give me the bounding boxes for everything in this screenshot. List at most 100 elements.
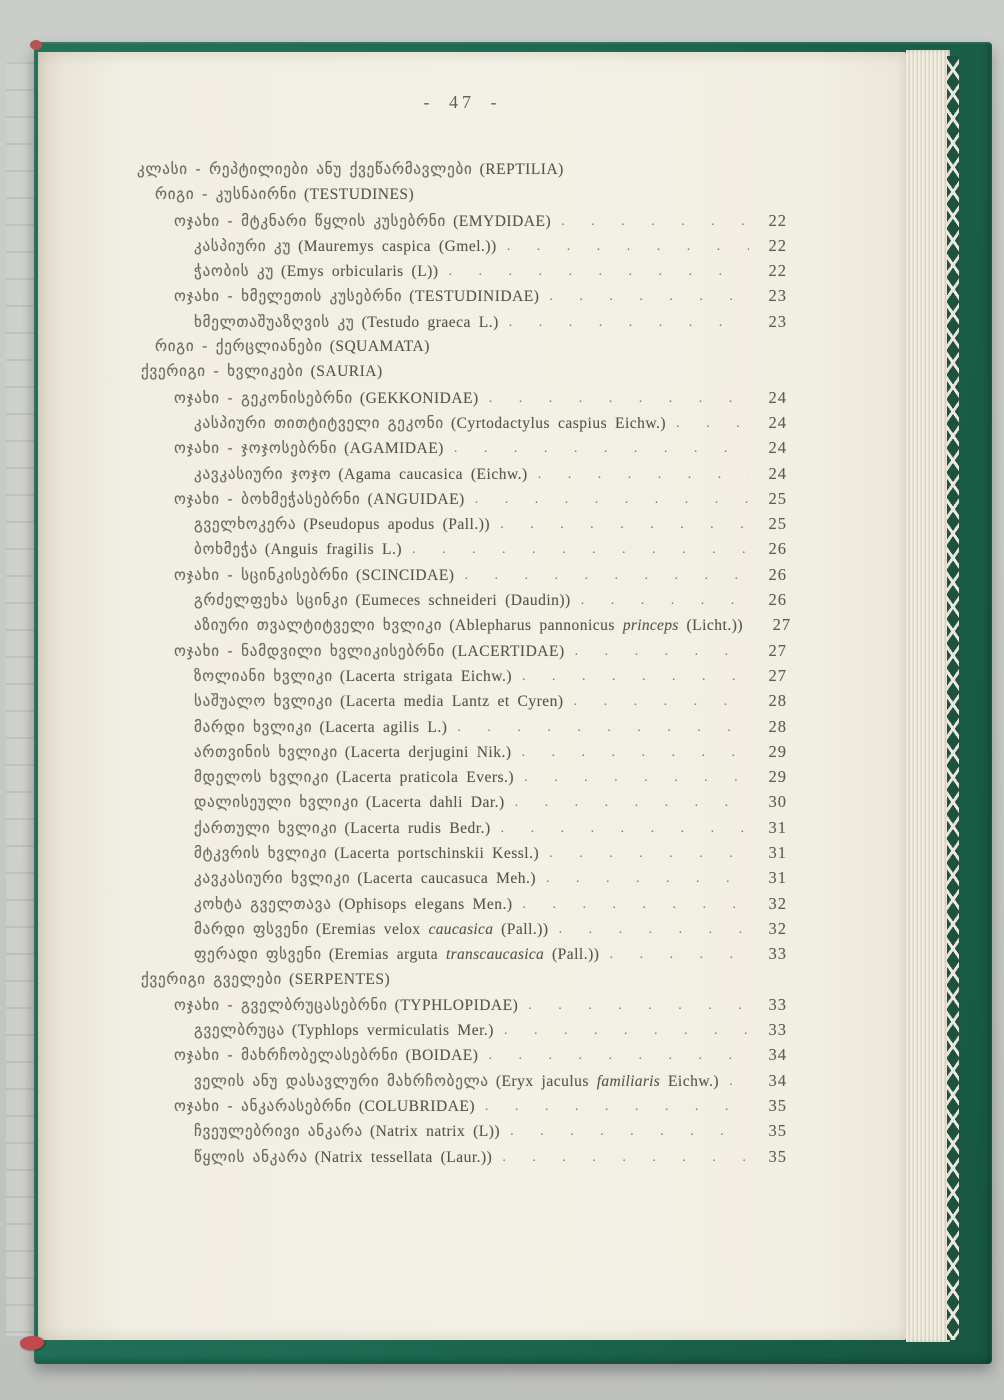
toc-entry-latin: (SQUAMATA) [329, 338, 430, 356]
toc-entry-georgian: კავკასიური ხვლიკი [194, 869, 351, 888]
toc-entry-page: 22 [768, 235, 787, 255]
toc-entry: ოჯახი - სცინკისებრნი (SCINCIDAE) . . . .… [137, 565, 787, 590]
toc-entry-page: 22 [768, 261, 787, 281]
page-stack-right-edge [906, 50, 950, 1342]
toc-entry-page: 27 [768, 665, 787, 685]
toc-entry-page: 26 [768, 590, 787, 610]
toc-entry-georgian: ოჯახი - ჯოჯოსებრნი [174, 439, 338, 458]
toc-entry-page: 24 [768, 463, 787, 483]
toc-entry-latin: (Lacerta strigata Eichw.) [339, 667, 513, 685]
toc-entry-georgian: კოხტა გველთავა [194, 894, 332, 913]
toc-entry: კავკასიური ხვლიკი (Lacerta caucasuca Meh… [137, 868, 787, 893]
toc-entry-dots: . . . . . . . . . . . . . . . . . . . . … [546, 871, 749, 887]
toc-entry: ქართული ხვლიკი (Lacerta rudis Bedr.) . .… [137, 818, 787, 843]
toc-entry: ველის ანუ დასავლური მახრჩობელა (Eryx jac… [137, 1071, 787, 1096]
toc-entry-dots: . . . . . . . . . . . . . . . . . . . . … [457, 719, 749, 735]
toc-entry-latin: (TYPHLOPIDAE) [394, 996, 519, 1014]
toc-entry-page: 23 [768, 286, 787, 306]
toc-entry-georgian: ქართული ხვლიკი [194, 818, 338, 837]
toc-entry-latin: (Lacerta agilis L.) [319, 718, 448, 736]
toc-entry-latin: (GEKKONIDAE) [359, 389, 479, 407]
toc-entry-dots: . . . . . . . . . . . . . . . . . . . . … [522, 668, 749, 684]
toc-entry-georgian: ქვერიგი გველები [141, 969, 283, 988]
toc-entry: კოხტა გველთავა (Ophisops elegans Men.) .… [137, 894, 787, 919]
toc-entry: მარდი ფსვენი (Eremias velox caucasica (P… [137, 919, 787, 944]
toc-entry-latin: (Lacerta portschinskii Kessl.) [334, 845, 540, 863]
page-number: - 47 - [423, 92, 501, 112]
headband-stitching [947, 56, 959, 1340]
toc-entry: რიგი - კუსნაირნი (TESTUDINES) [137, 185, 787, 210]
toc-entry-georgian: დალისეული ხვლიკი [194, 793, 359, 812]
toc-entry-dots: . . . . . . . . . . . . . . . . . . . . … [549, 846, 749, 862]
toc-entry-georgian: ფერადი ფსვენი [194, 945, 322, 964]
toc-entry-dots: . . . . . . . . . . . . . . . . . . . . … [521, 744, 749, 760]
toc-entry-page: 25 [768, 514, 787, 534]
toc-entry-georgian: ველის ანუ დასავლური მახრჩობელა [194, 1071, 489, 1090]
toc-entry: ჩვეულებრივი ანკარა (Natrix natrix (L)) .… [137, 1121, 787, 1146]
toc-entry-dots: . . . . . . . . . . . . . . . . . . . . … [502, 1149, 749, 1165]
toc-entry: კასპიური კუ (Mauremys caspica (Gmel.)) .… [137, 236, 787, 261]
toc-entry: დალისეული ხვლიკი (Lacerta dahli Dar.) . … [137, 792, 787, 817]
toc-entry-georgian: ზოლიანი ხვლიკი [194, 666, 333, 685]
toc-entry-dots: . . . . . . . . . . . . . . . . . . . . … [573, 694, 749, 710]
page-stack-left-edge [6, 62, 36, 1336]
toc-entry: ოჯახი - ანკარასებრნი (COLUBRIDAE) . . . … [137, 1096, 787, 1121]
toc-entry: ფერადი ფსვენი (Eremias arguta transcauca… [137, 944, 787, 969]
toc-entry-latin: (Natrix natrix (L)) [369, 1123, 501, 1141]
toc-entry-page: 32 [768, 918, 787, 938]
toc-entry-latin: (TESTUDINIDAE) [409, 288, 540, 306]
toc-entry-dots: . . . . . . . . . . . . . . . . . . . . … [510, 1124, 749, 1140]
toc-entry-georgian: ოჯახი - ბოხმეჭასებრნი [174, 489, 361, 508]
toc-entry-dots: . . . . . . . . . . . . . . . . . . . . … [676, 415, 749, 431]
toc-entry-dots: . . . . . . . . . . . . . . . . . . . . … [500, 517, 749, 533]
toc-entry-page: 30 [768, 792, 787, 812]
book-page [38, 52, 906, 1340]
toc-entry: კასპიური თითტიტველი გეკონი (Cyrtodactylu… [137, 413, 787, 438]
toc-entry-page: 34 [768, 1045, 787, 1065]
toc-entry-georgian: ჩვეულებრივი ანკარა [194, 1122, 363, 1141]
toc-entry: კავკასიური ჯოჯო (Agama caucasica (Eichw.… [137, 464, 787, 489]
toc-entry-dots: . . . . . . . . . . . . . . . . . . . . … [549, 289, 749, 305]
toc-entry-georgian: კლასი - რეპტილიები ანუ ქვეწარმავლები [137, 160, 473, 178]
toc-entry: რიგი - ქერცლიანები (SQUAMATA) [137, 337, 787, 362]
toc-entry-latin: (Cyrtodactylus caspius Eichw.) [450, 414, 667, 432]
toc-entry-georgian: ოჯახი - ანკარასებრნი [174, 1096, 352, 1115]
toc-entry-page: 24 [768, 412, 787, 432]
toc-entry-latin: (SERPENTES) [289, 970, 391, 988]
toc-entry: ოჯახი - მახრჩობელასებრნი (BOIDAE) . . . … [137, 1045, 787, 1070]
toc-entry-page: 35 [768, 1121, 787, 1141]
toc-entry-latin: (ANGUIDAE) [367, 490, 465, 508]
toc-entry-dots: . . . . . . . . . . . . . . . . . . . . … [528, 997, 749, 1013]
toc-entry-latin: (BOIDAE) [405, 1047, 479, 1065]
toc-entry-page: 29 [768, 741, 787, 761]
toc-entry-dots: . . . . . . . . . . . . . . . . . . . . … [561, 213, 749, 229]
toc-entry-dots: . . . . . . . . . . . . . . . . . . . . … [488, 390, 749, 406]
toc-entry: გველბრუცა (Typhlops vermiculatis Mer.) .… [137, 1020, 787, 1045]
toc-entry-georgian: ოჯახი - გეკონისებრნი [174, 388, 353, 407]
toc-entry-georgian: კასპიური კუ [194, 236, 292, 255]
toc-entry-latin: (Mauremys caspica (Gmel.)) [298, 237, 497, 255]
toc-entry-page: 27 [768, 640, 787, 660]
toc-entry-latin: (Testudo graeca L.) [361, 313, 499, 331]
toc-entry-page: 28 [768, 716, 787, 736]
toc-entry-page: 25 [768, 488, 787, 508]
toc-entry: ბოხმეჭა (Anguis fragilis L.) . . . . . .… [137, 539, 787, 564]
toc-entry: საშუალო ხვლიკი (Lacerta media Lantz et C… [137, 691, 787, 716]
toc-entry-latin: (SCINCIDAE) [355, 566, 455, 584]
toc-entry-georgian: საშუალო ხვლიკი [194, 692, 334, 711]
toc-entry-latin: (Lacerta derjugini Nik.) [344, 743, 512, 761]
toc-entry-page: 34 [768, 1070, 787, 1090]
toc-entry-georgian: კავკასიური ჯოჯო [194, 464, 332, 483]
toc-entry-dots: . . . . . . . . . . . . . . . . . . . . … [503, 1023, 749, 1039]
toc-entry-latin: (Eryx jaculus familiaris Eichw.) [495, 1072, 720, 1090]
toc-entry-latin: (Ophisops elegans Men.) [338, 895, 513, 913]
toc-entry-georgian: კასპიური თითტიტველი გეკონი [194, 413, 444, 432]
toc-entry-dots: . . . . . . . . . . . . . . . . . . . . … [488, 1048, 749, 1064]
toc-entry-latin: (EMYDIDAE) [453, 212, 552, 230]
toc-entry-georgian: მტკვრის ხვლიკი [194, 844, 328, 863]
toc-entry-latin: (Ablepharus pannonicus princeps (Licht.)… [449, 617, 744, 635]
toc-entry-latin: (Emys orbicularis (L)) [281, 263, 439, 281]
toc-entry-georgian: ოჯახი - მტკნარი წყლის კუსებრნი [174, 211, 447, 230]
toc-entry-dots: . . . . . . . . . . . . . . . . . . . . … [522, 896, 749, 912]
toc-entry-dots: . . . . . . . . . . . . . . . . . . . . … [524, 770, 749, 786]
